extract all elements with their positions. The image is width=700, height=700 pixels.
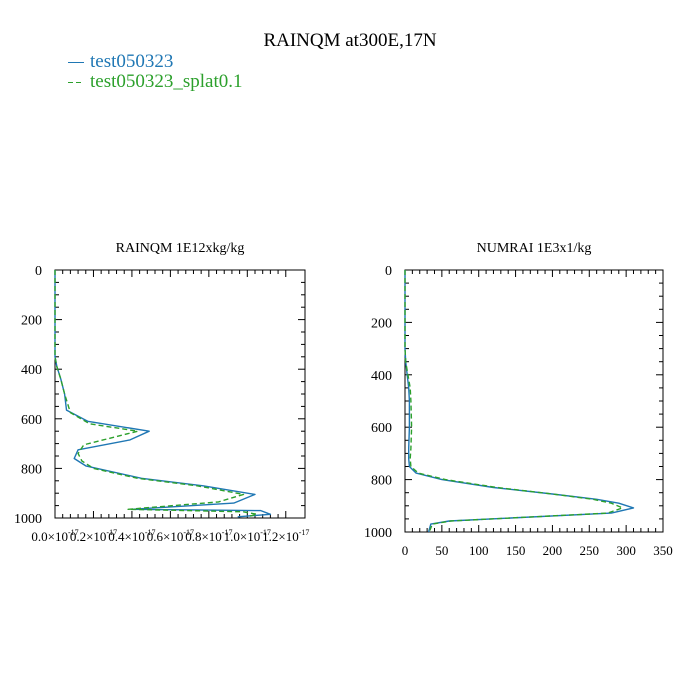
x-tick-label: 200 <box>543 543 563 558</box>
legend-label-series-2: test050323_splat0.1 <box>90 71 243 92</box>
y-tick-label: 600 <box>21 413 42 428</box>
x-tick-label: 0.0×10-17 <box>31 528 78 544</box>
x-tick-label: 50 <box>435 543 448 558</box>
y-tick-label: 800 <box>371 474 392 489</box>
y-tick-label: 200 <box>371 316 392 331</box>
plot-frame <box>54 269 306 519</box>
x-tick-label: 0 <box>402 543 409 558</box>
figure-title: RAINQM at300E,17N <box>263 30 437 51</box>
chart-1: RAINQM 1E12xkg/kg 0 200 400 600 800 10000.0×10… <box>14 241 309 544</box>
x-tick-label: 150 <box>506 543 526 558</box>
legend: test050323 test050323_splat0.1 <box>68 52 243 92</box>
legend-label-series-1: test050323 <box>90 51 174 72</box>
x-tick-label: 1.2×10-17 <box>262 528 309 544</box>
plot-frame <box>404 269 664 533</box>
series-line-1 <box>54 270 272 518</box>
legend-item-series-1: test050323 <box>68 52 243 72</box>
y-tick-label: 200 <box>21 314 42 329</box>
x-tick-label: 0.8×10-17 <box>185 528 232 544</box>
chart-title: RAINQM 1E12xkg/kg <box>116 241 245 256</box>
y-tick-label: 600 <box>371 421 392 436</box>
x-tick-label: 0.4×10-17 <box>108 528 155 544</box>
legend-item-series-2: test050323_splat0.1 <box>68 72 243 92</box>
x-tick-label: 0.2×10-17 <box>70 528 117 544</box>
x-tick-label: 1.0×10-17 <box>224 528 271 544</box>
y-tick-label: 1000 <box>364 526 392 541</box>
y-tick-label: 800 <box>21 462 42 477</box>
y-tick-label: 1000 <box>14 512 42 527</box>
series-line-1 <box>404 270 635 533</box>
chart-title: NUMRAI 1E3x1/kg <box>477 241 592 256</box>
x-tick-label: 0.6×10-17 <box>147 528 194 544</box>
y-tick-label: 0 <box>35 264 42 279</box>
y-tick-label: 0 <box>385 264 392 279</box>
chart-2: NUMRAI 1E3x1/kg 0 200 400 600 800 1000 0 50 100 15… <box>364 241 673 558</box>
x-tick-label: 250 <box>580 543 600 558</box>
series-line-2 <box>54 270 258 518</box>
legend-swatch-series-2 <box>68 81 84 84</box>
x-tick-label: 100 <box>469 543 489 558</box>
legend-swatch-series-1 <box>68 61 84 64</box>
y-tick-label: 400 <box>21 363 42 378</box>
x-tick-label: 300 <box>616 543 636 558</box>
series-line-2 <box>404 270 624 533</box>
x-tick-label: 350 <box>653 543 673 558</box>
y-tick-label: 400 <box>371 369 392 384</box>
